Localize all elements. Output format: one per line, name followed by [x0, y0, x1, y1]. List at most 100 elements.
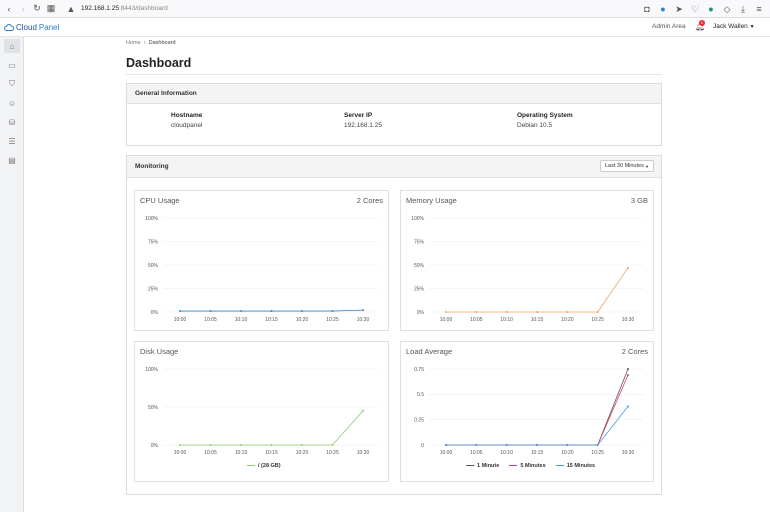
server-ip-label: Server IP — [344, 112, 373, 119]
series-line — [446, 368, 629, 446]
data-point — [505, 311, 508, 313]
y-tick-label: 0.25 — [414, 417, 424, 423]
logo-text-cloud: Cloud — [16, 23, 37, 32]
x-tick-label: 10:30 — [622, 317, 635, 323]
cube-icon[interactable]: ◇ — [723, 3, 731, 14]
x-tick-label: 10:15 — [265, 450, 278, 456]
download-icon[interactable]: ⤓ — [741, 3, 745, 14]
sidebar-item-sites[interactable]: ▭ — [4, 58, 20, 72]
chart-title: Memory Usage — [406, 196, 457, 205]
user-menu[interactable]: Jack Wallen ▼ — [713, 23, 755, 30]
y-tick-label: 25% — [148, 286, 159, 292]
hostname-value: cloudpanel — [171, 122, 203, 129]
y-tick-label: 0.5 — [417, 392, 424, 398]
legend-item[interactable]: / (28 GB) — [247, 463, 281, 469]
shield-icon[interactable]: ● — [660, 4, 666, 14]
notifications-button[interactable]: 🔔︎ 0 — [695, 20, 706, 31]
legend-item[interactable]: 15 Minutes — [555, 463, 596, 469]
chart-title: Disk Usage — [140, 347, 179, 356]
cloudpanel-logo[interactable]: Cloud Panel — [4, 23, 59, 32]
tabs-grid-icon[interactable]: ▦ — [46, 3, 56, 13]
forward-icon[interactable]: › — [21, 3, 25, 14]
extension-icon[interactable]: ● — [708, 4, 714, 14]
sidebar-item-databases[interactable]: ⛁ — [4, 115, 20, 129]
series-line — [180, 410, 364, 446]
chart-plot: 0% 50% 100% 10:00 10:05 10:10 10:15 10:20 10:25 1… — [145, 367, 378, 456]
y-tick-label: 100% — [145, 216, 158, 222]
user-icon: ☺ — [7, 98, 17, 108]
hostname-label: Hostname — [171, 112, 203, 119]
bell-icon: 🔔︎ — [695, 22, 706, 31]
y-tick-label: 100% — [145, 367, 158, 373]
chart-title: CPU Usage — [140, 196, 180, 205]
x-tick-label: 10:20 — [296, 317, 309, 323]
chart-legend: 1 Minute 5 Minutes 15 Minutes — [466, 463, 595, 469]
y-tick-label: 50% — [414, 263, 425, 269]
breadcrumb: Home › Dashboard — [126, 40, 176, 46]
x-tick-label: 10:25 — [591, 450, 604, 456]
sidebar-item-security[interactable]: ⛉ — [4, 77, 20, 91]
database-icon: ⛁ — [8, 117, 16, 127]
data-point — [179, 444, 181, 446]
data-point — [627, 368, 629, 370]
chart-plot: 0% 25% 50% 75% 100% 10:00 10:05 10:10 10:15 10:20… — [145, 216, 378, 323]
data-point — [475, 311, 478, 313]
breadcrumb-home[interactable]: Home — [126, 40, 141, 46]
heart-icon[interactable]: ♡ — [690, 3, 700, 14]
title-divider — [126, 74, 662, 75]
data-point — [566, 311, 569, 313]
time-range-select[interactable]: Last 30 Minutes ▼ — [600, 160, 654, 172]
admin-area-link[interactable]: Admin Area — [652, 23, 686, 30]
sidebar-item-tasks[interactable]: ☰ — [4, 134, 20, 148]
legend-label: 15 Minutes — [566, 463, 596, 469]
data-point — [209, 310, 212, 313]
data-point — [536, 311, 538, 313]
x-tick-label: 10:10 — [235, 450, 248, 456]
x-tick-label: 10:15 — [531, 450, 544, 456]
camera-icon[interactable]: ◘ — [644, 4, 650, 14]
series-line — [446, 267, 629, 313]
load-average-chart: 0 0.25 0.5 0.75 10:00 10:05 10:10 10:15 10:20 10:… — [400, 341, 654, 482]
x-tick-label: 10:20 — [296, 450, 309, 456]
send-icon[interactable]: ➤ — [675, 3, 683, 14]
x-tick-label: 10:25 — [326, 317, 339, 323]
chart-info: 3 GB — [630, 196, 648, 205]
caret-down-icon: ▼ — [749, 24, 755, 30]
app-header: Cloud Panel Admin Area 🔔︎ 0 Jack Wallen ▼ — [0, 19, 770, 37]
legend-item[interactable]: 5 Minutes — [509, 463, 546, 469]
chart-legend: / (28 GB) — [247, 463, 281, 469]
y-tick-label: 50% — [148, 405, 159, 411]
x-tick-label: 10:10 — [500, 317, 513, 323]
sidebar-item-logs[interactable]: ▤ — [4, 153, 20, 167]
time-range-value: Last 30 Minutes — [605, 163, 644, 169]
reload-icon[interactable]: ↻ — [33, 3, 41, 13]
x-tick-label: 10:30 — [622, 450, 635, 456]
data-point — [362, 309, 364, 312]
legend-item[interactable]: 1 Minute — [466, 463, 499, 469]
data-point — [179, 310, 181, 313]
url-bar[interactable]: 192.168.1.25:8443/dashboard — [81, 5, 168, 12]
chart-info: 2 Cores — [621, 347, 648, 356]
os-value: Debian 10.5 — [517, 122, 553, 129]
data-point — [536, 444, 538, 446]
data-point — [331, 444, 334, 446]
x-tick-label: 10:25 — [591, 317, 604, 323]
x-tick-label: 10:00 — [174, 317, 187, 323]
sidebar-item-users[interactable]: ☺ — [4, 96, 20, 110]
x-tick-label: 10:00 — [440, 317, 453, 323]
general-information-title: General Information — [127, 84, 661, 104]
memory-usage-chart: 0% 25% 50% 75% 100% 10:00 10:05 10:10 10:15 10:20… — [400, 190, 654, 331]
menu-icon[interactable]: ≡ — [756, 4, 762, 14]
x-tick-label: 10:30 — [357, 317, 370, 323]
data-point — [475, 444, 478, 446]
notification-badge: 0 — [699, 20, 705, 26]
back-icon[interactable]: ‹ — [7, 3, 11, 14]
x-tick-label: 10:15 — [531, 317, 544, 323]
shield-check-icon: ⛉ — [9, 79, 15, 88]
y-tick-label: 75% — [148, 239, 159, 245]
cpu-usage-chart: 0% 25% 50% 75% 100% 10:00 10:05 10:10 10:15 10:20… — [134, 190, 389, 331]
chart-plot: 0 0.25 0.5 0.75 10:00 10:05 10:10 10:15 10:20 10:… — [414, 367, 643, 456]
data-point — [627, 405, 629, 408]
sidebar-item-home[interactable]: ⌂ — [4, 39, 20, 53]
data-point — [445, 444, 447, 446]
